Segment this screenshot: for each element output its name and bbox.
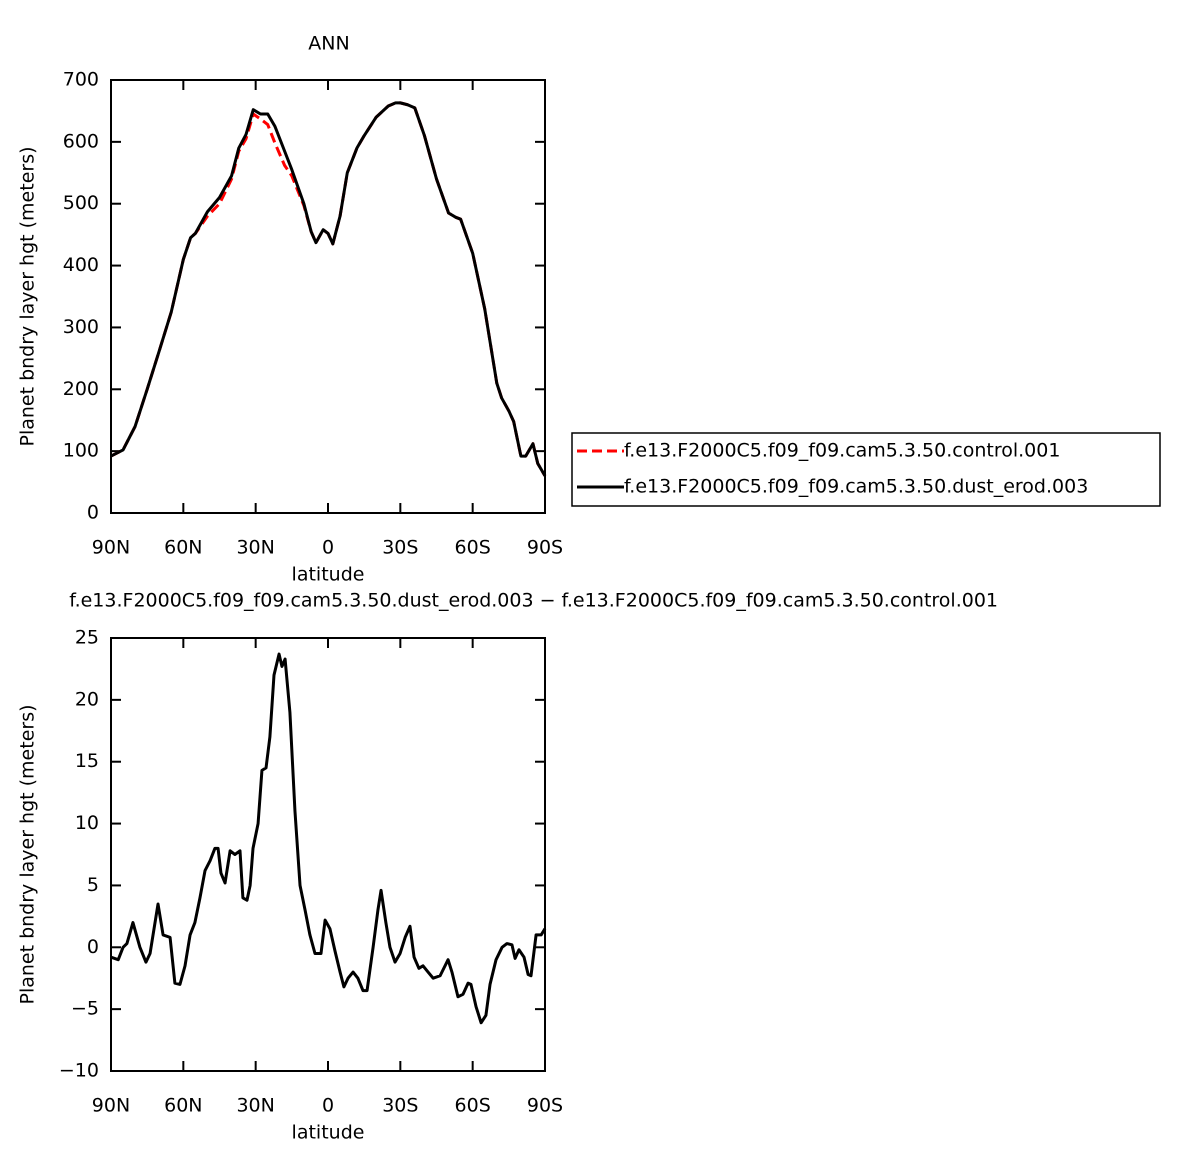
y-axis-label: Planet bndry layer hgt (meters) [17,146,39,446]
y-tick-label: 700 [63,69,99,91]
y-tick-label: 600 [63,130,99,152]
x-tick-label: 90S [527,1095,563,1117]
x-tick-label: 90S [527,537,563,559]
y-tick-label: 15 [75,750,99,772]
plot-frame [110,637,546,1072]
y-tick-label: −5 [71,998,99,1020]
y-tick-label: 300 [63,316,99,338]
x-tick-label: 30S [382,537,418,559]
x-tick-label: 90N [92,1095,130,1117]
x-tick-label: 90N [92,537,130,559]
y-tick-label: 500 [63,192,99,214]
data-line [110,101,547,477]
y-tick-label: −10 [59,1060,99,1082]
x-tick-label: 60N [164,1095,202,1117]
legend-label: f.e13.F2000C5.f09_f09.cam5.3.50.dust_ero… [624,476,1088,498]
x-tick-label: 30S [382,1095,418,1117]
x-tick-label: 30N [236,1095,274,1117]
y-tick-label: 200 [63,378,99,400]
x-tick-label: 60N [164,537,202,559]
x-axis-label: latitude [292,1122,365,1144]
chart-title: f.e13.F2000C5.f09_f09.cam5.3.50.dust_ero… [69,590,998,612]
y-tick-label: 5 [87,874,99,896]
y-axis-label: Planet bndry layer hgt (meters) [17,704,39,1004]
y-tick-label: 20 [75,688,99,710]
y-tick-label: 100 [63,440,99,462]
legend-box [571,432,1161,507]
data-line [110,652,547,1025]
x-tick-label: 60S [455,537,491,559]
y-tick-label: 10 [75,812,99,834]
y-tick-label: 25 [75,627,99,649]
x-tick-label: 30N [236,537,274,559]
plot-frame [110,79,546,514]
x-tick-label: 0 [322,1095,334,1117]
x-tick-label: 0 [322,537,334,559]
legend-label: f.e13.F2000C5.f09_f09.cam5.3.50.control.… [624,440,1060,462]
x-axis-label: latitude [292,564,365,586]
chart-title: ANN [308,33,349,55]
y-tick-label: 0 [87,936,99,958]
y-tick-label: 400 [63,254,99,276]
y-tick-label: 0 [87,502,99,524]
x-tick-label: 60S [455,1095,491,1117]
